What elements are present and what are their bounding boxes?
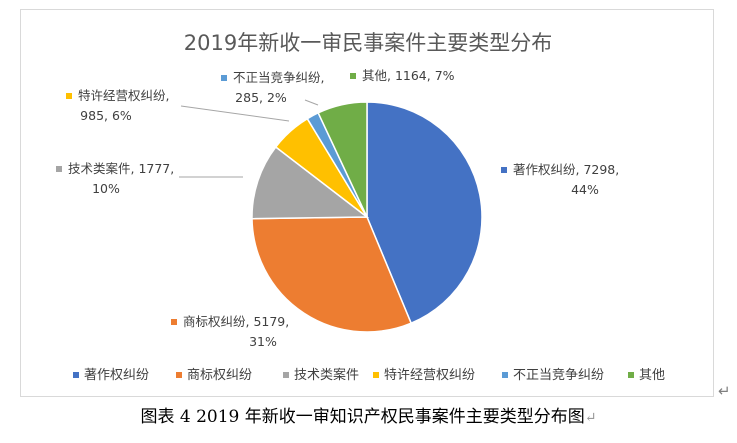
- legend-swatch: [502, 372, 508, 378]
- legend-swatch: [283, 372, 289, 378]
- figure-caption: 图表 4 2019 年新收一审知识产权民事案件主要类型分布图↵: [0, 403, 737, 431]
- data-label-text: 不正当竞争纠纷,: [233, 70, 324, 85]
- data-label-5: 其他, 1164, 7%: [350, 68, 455, 83]
- legend-item-3: 特许经营权纠纷: [373, 367, 475, 383]
- legend-label: 其他: [639, 368, 665, 383]
- legend-label: 商标权纠纷: [187, 367, 252, 383]
- data-label-3: 特许经营权纠纷, 985, 6%: [66, 88, 169, 123]
- paragraph-mark: ↵: [718, 382, 731, 400]
- data-label-percent: 285, 2%: [235, 90, 287, 105]
- legend-item-1: 商标权纠纷: [176, 367, 252, 383]
- pie-slice-5: [317, 101, 368, 218]
- data-label-percent: 44%: [571, 182, 599, 197]
- data-label-0: 著作权纠纷, 7298, 44%: [501, 162, 619, 197]
- pie-slice-2: [251, 145, 370, 220]
- data-label-percent: 10%: [92, 181, 120, 196]
- data-label-4: 不正当竞争纠纷, 285, 2%: [221, 70, 324, 105]
- pie-slice-0: [366, 101, 483, 325]
- legend-label: 著作权纠纷: [84, 367, 149, 383]
- chart-title: 2019年新收一审民事案件主要类型分布: [184, 31, 552, 55]
- legend-item-5: 其他: [628, 368, 665, 383]
- legend-swatch: [373, 372, 379, 378]
- paragraph-mark: ↵: [584, 410, 597, 426]
- legend-label: 不正当竞争纠纷: [513, 367, 604, 383]
- legend-label: 特许经营权纠纷: [384, 367, 475, 383]
- data-label-text: 技术类案件, 1777,: [68, 161, 174, 176]
- data-label-marker: [171, 319, 177, 325]
- legend-item-0: 著作权纠纷: [73, 367, 149, 383]
- leader-line-3: [180, 105, 290, 122]
- legend-item-4: 不正当竞争纠纷: [502, 367, 604, 383]
- data-label-marker: [221, 75, 227, 81]
- data-label-1: 商标权纠纷, 5179, 31%: [171, 314, 289, 349]
- legend-item-2: 技术类案件: [283, 368, 359, 383]
- legend-swatch: [73, 372, 79, 378]
- data-label-percent: 31%: [249, 334, 277, 349]
- legend-swatch: [176, 372, 182, 378]
- legend-label: 技术类案件: [294, 368, 359, 383]
- data-label-text: 商标权纠纷, 5179,: [183, 314, 289, 329]
- data-label-text: 特许经营权纠纷,: [78, 88, 169, 103]
- data-label-percent: 985, 6%: [80, 108, 132, 123]
- pie-chart: 2019年新收一审民事案件主要类型分布 著作权纠纷, 7298, 44% 商标权纠纷…: [56, 31, 665, 383]
- data-label-marker: [350, 73, 356, 79]
- data-label-marker: [56, 166, 62, 172]
- data-label-text: 其他, 1164, 7%: [362, 68, 455, 83]
- leader-line-4: [304, 99, 319, 106]
- data-label-marker: [66, 93, 72, 99]
- data-label-marker: [501, 167, 507, 173]
- caption-text: 图表 4 2019 年新收一审知识产权民事案件主要类型分布图: [140, 407, 585, 427]
- data-label-2: 技术类案件, 1777, 10%: [56, 161, 174, 196]
- pie-slice-1: [251, 216, 413, 333]
- legend-swatch: [628, 372, 634, 378]
- data-label-text: 著作权纠纷, 7298,: [513, 162, 619, 177]
- chart-frame: 2019年新收一审民事案件主要类型分布 著作权纠纷, 7298, 44% 商标权纠纷…: [20, 9, 714, 397]
